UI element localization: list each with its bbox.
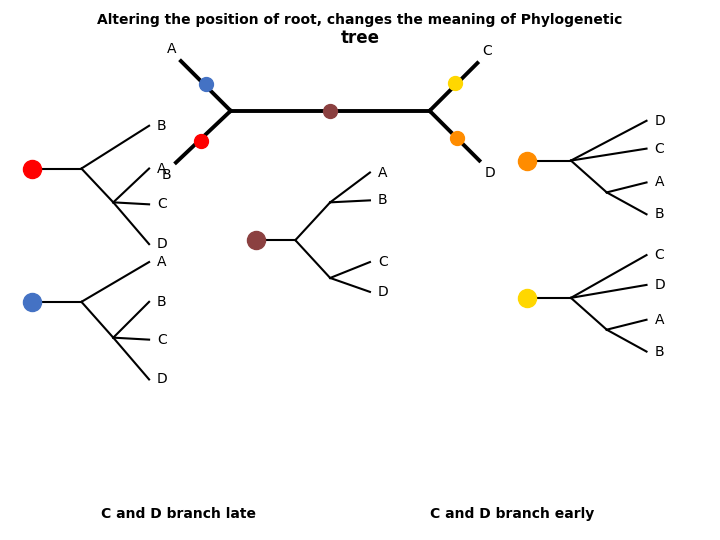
Text: A: A [654,313,664,327]
Text: C: C [482,44,492,58]
Text: C: C [378,255,387,269]
Text: B: B [157,295,166,309]
Text: D: D [378,285,389,299]
Text: A: A [378,165,387,179]
Text: tree: tree [341,29,379,47]
Text: C: C [654,248,665,262]
Text: C and D branch early: C and D branch early [430,507,594,521]
Text: B: B [378,193,387,207]
Text: A: A [157,161,166,176]
Text: C: C [157,197,167,211]
Text: B: B [654,207,664,221]
Text: A: A [157,255,166,269]
Text: D: D [157,237,168,251]
Text: B: B [654,345,664,359]
Text: C: C [654,141,665,156]
Text: A: A [166,42,176,56]
Text: C: C [157,333,167,347]
Text: Altering the position of root, changes the meaning of Phylogenetic: Altering the position of root, changes t… [97,14,623,28]
Text: D: D [485,166,495,179]
Text: B: B [161,167,171,181]
Text: C and D branch late: C and D branch late [102,507,256,521]
Text: D: D [654,278,665,292]
Text: A: A [654,176,664,190]
Text: D: D [654,114,665,128]
Text: D: D [157,373,168,387]
Text: B: B [157,119,166,133]
